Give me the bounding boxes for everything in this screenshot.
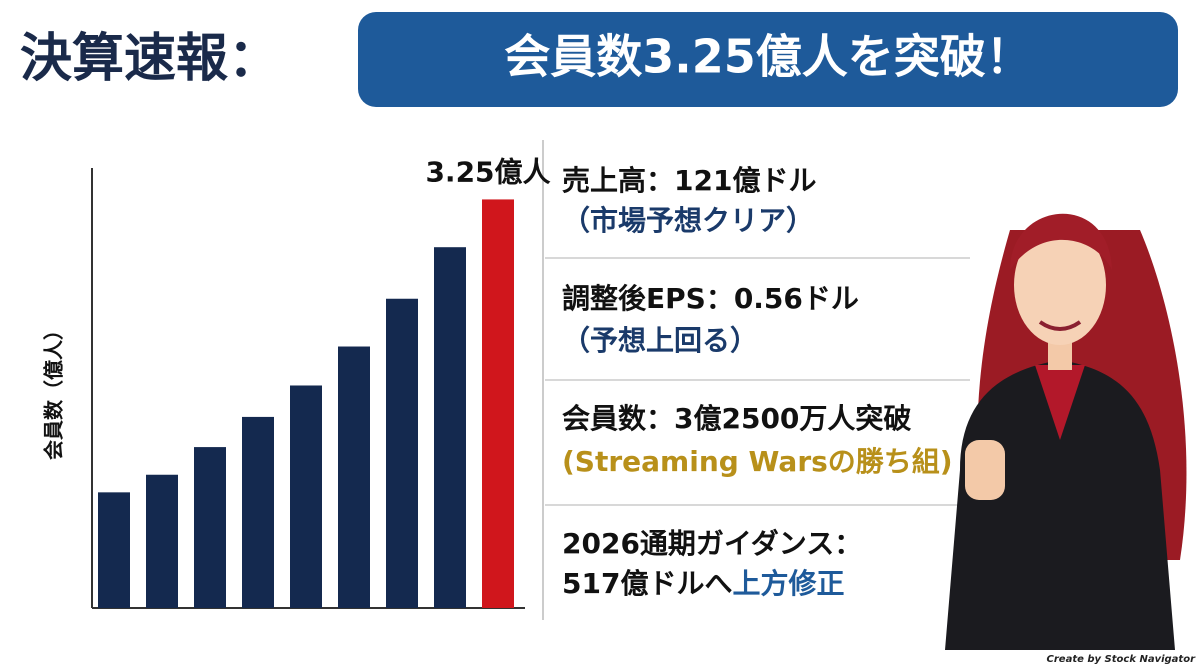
point-highlight: 上方修正 — [732, 567, 844, 600]
point-text: （市場予想クリア） — [562, 204, 814, 237]
value-label: 3.25億人 — [425, 155, 550, 188]
bar — [290, 385, 322, 608]
bar — [338, 346, 370, 608]
banner — [358, 12, 1178, 107]
point-text: （予想上回る） — [562, 324, 758, 357]
bar — [482, 199, 514, 608]
point-text: 調整後EPS：0.56ドル — [562, 282, 859, 315]
character-illustration — [945, 213, 1187, 650]
point-text: 売上高：121億ドル — [562, 164, 816, 197]
point-text: (Streaming Warsの勝ち組) — [562, 445, 953, 478]
bar — [386, 298, 418, 608]
bar — [434, 247, 466, 608]
point-text: 2026通期ガイダンス： — [562, 527, 862, 560]
point-text: 会員数：3億2500万人突破 — [562, 402, 911, 435]
bar — [194, 447, 226, 608]
bar — [98, 492, 130, 608]
banner-text: 会員数3.25億人を突破！ — [504, 30, 1032, 84]
point-text: 517億ドルへ上方修正 — [562, 567, 844, 600]
y-axis-label: 会員数（億人） — [42, 320, 66, 460]
point-text: 517億ドルへ — [562, 567, 732, 600]
credit: Create by Stock Navigator — [1047, 654, 1197, 665]
slide-title: 決算速報： — [20, 29, 280, 89]
bar — [242, 416, 274, 608]
bar — [146, 474, 178, 608]
